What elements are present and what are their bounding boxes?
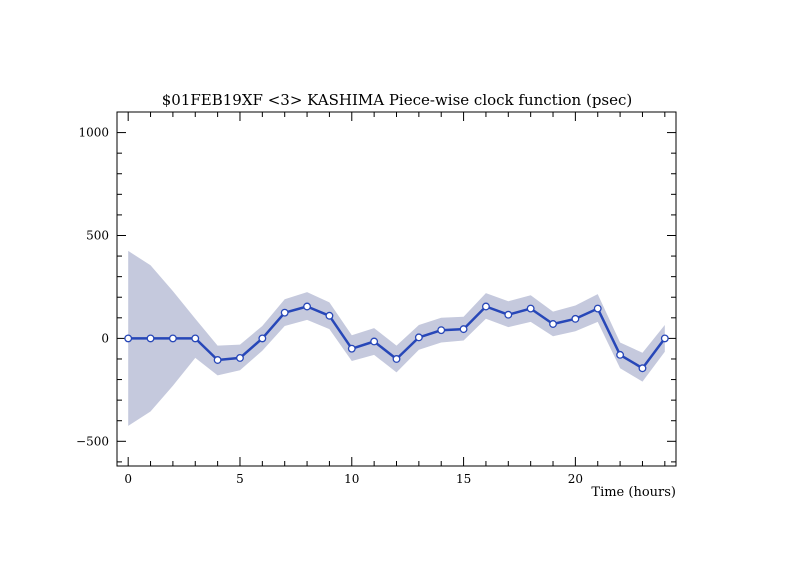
data-point <box>504 310 513 319</box>
data-point <box>191 334 200 343</box>
x-tick-label: 0 <box>124 472 132 486</box>
y-tick-label: 1000 <box>78 126 109 140</box>
y-tick-label: 500 <box>86 228 109 242</box>
data-point <box>660 334 669 343</box>
data-point <box>370 337 379 346</box>
data-point <box>616 350 625 359</box>
data-point <box>347 344 356 353</box>
data-point <box>392 355 401 363</box>
x-tick-label: 15 <box>456 472 471 486</box>
data-point <box>571 314 580 323</box>
data-point <box>168 334 177 343</box>
series-layer <box>124 302 669 373</box>
x-tick-label: 10 <box>344 472 359 486</box>
data-point <box>526 304 535 313</box>
data-point <box>549 320 557 328</box>
y-tick-label: −500 <box>76 434 109 448</box>
data-point <box>303 302 312 311</box>
error-band <box>128 250 665 426</box>
data-point <box>593 304 602 313</box>
data-point <box>437 326 446 335</box>
data-point <box>146 334 155 343</box>
x-tick-label: 20 <box>568 472 583 486</box>
plot-frame <box>116 111 677 467</box>
x-axis-label: Time (hours) <box>591 485 676 500</box>
data-point <box>459 325 468 334</box>
data-point <box>481 302 490 311</box>
data-point <box>124 334 133 343</box>
y-tick-label: 0 <box>101 331 109 345</box>
error-band-layer <box>128 250 665 426</box>
data-point <box>325 311 334 320</box>
data-point <box>236 353 244 362</box>
x-tick-label: 5 <box>236 472 244 486</box>
data-point <box>213 356 222 364</box>
data-point <box>258 334 267 343</box>
data-point <box>280 308 289 317</box>
chart-title: $01FEB19XF <3> KASHIMA Piece-wise clock … <box>162 91 633 109</box>
axes-layer: −500 0 500 1000 0 5 10 15 20 <box>76 111 677 486</box>
data-point <box>638 364 647 373</box>
data-point <box>414 333 423 342</box>
